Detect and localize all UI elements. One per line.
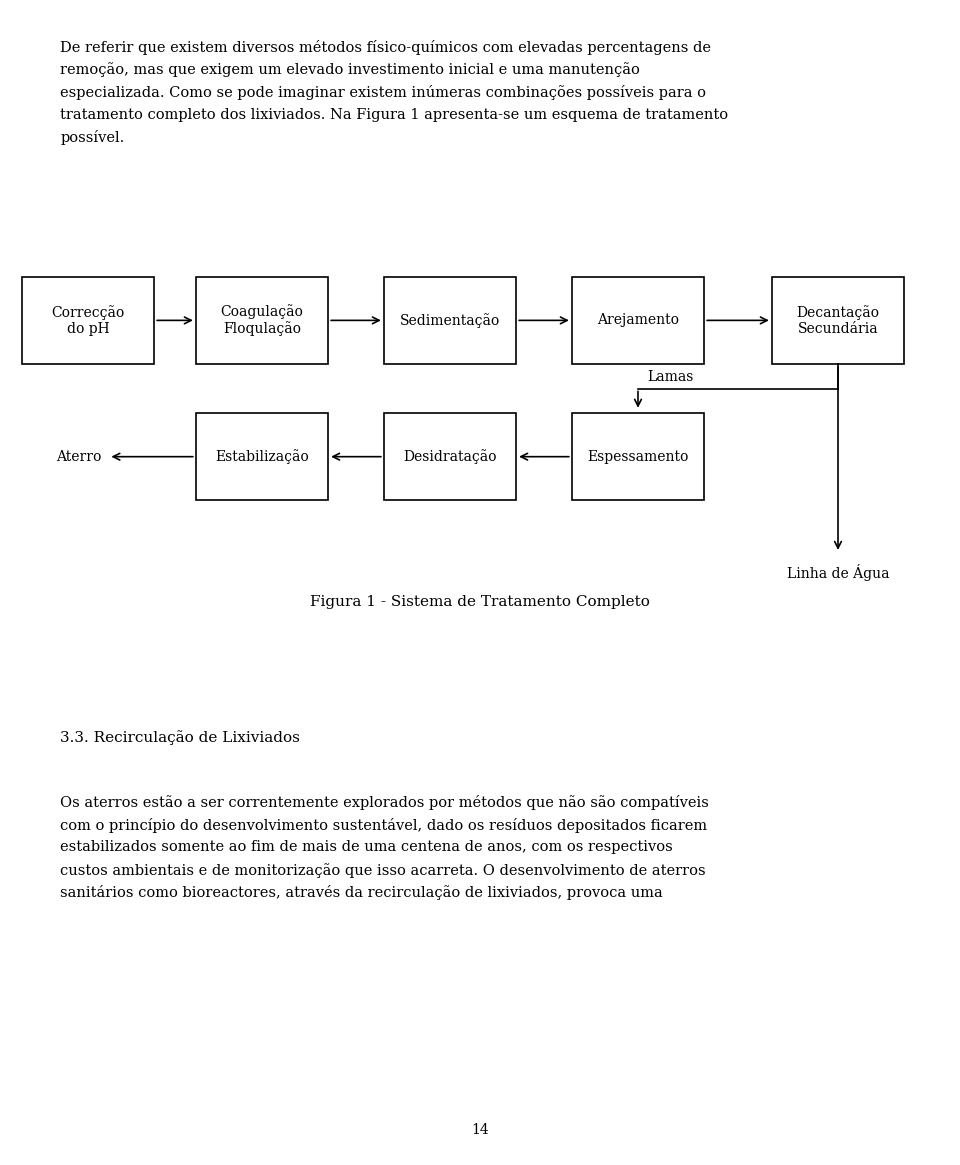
Bar bbox=[572, 414, 705, 501]
Text: Figura 1 - Sistema de Tratamento Completo: Figura 1 - Sistema de Tratamento Complet… bbox=[310, 595, 650, 609]
Text: Sedimentação: Sedimentação bbox=[400, 313, 500, 327]
Text: Aterro: Aterro bbox=[56, 450, 101, 464]
Text: Decantação
Secundária: Decantação Secundária bbox=[797, 305, 879, 336]
Text: Linha de Água: Linha de Água bbox=[787, 565, 889, 581]
Text: tratamento completo dos lixiviados. Na Figura 1 apresenta-se um esquema de trata: tratamento completo dos lixiviados. Na F… bbox=[60, 108, 729, 122]
Text: Lamas: Lamas bbox=[648, 369, 694, 384]
Bar bbox=[572, 277, 705, 363]
Text: estabilizados somente ao fim de mais de uma centena de anos, com os respectivos: estabilizados somente ao fim de mais de … bbox=[60, 840, 673, 854]
Bar bbox=[22, 277, 155, 363]
Bar bbox=[772, 277, 904, 363]
Text: De referir que existem diversos métodos físico-químicos com elevadas percentagen: De referir que existem diversos métodos … bbox=[60, 40, 711, 55]
Text: possível.: possível. bbox=[60, 130, 125, 146]
Text: Desidratação: Desidratação bbox=[403, 450, 496, 464]
Bar bbox=[384, 414, 516, 501]
Text: 14: 14 bbox=[471, 1123, 489, 1137]
Text: especializada. Como se pode imaginar existem inúmeras combinações possíveis para: especializada. Como se pode imaginar exi… bbox=[60, 85, 707, 100]
Text: Estabilização: Estabilização bbox=[215, 450, 309, 464]
Text: custos ambientais e de monitorização que isso acarreta. O desenvolvimento de ate: custos ambientais e de monitorização que… bbox=[60, 863, 707, 877]
Text: Os aterros estão a ser correntemente explorados por métodos que não são compatív: Os aterros estão a ser correntemente exp… bbox=[60, 795, 709, 810]
Text: Coagulação
Floqulação: Coagulação Floqulação bbox=[221, 304, 303, 337]
Bar bbox=[196, 414, 328, 501]
Text: Correcção
do pH: Correcção do pH bbox=[52, 305, 125, 336]
Text: com o princípio do desenvolvimento sustentável, dado os resíduos depositados fic: com o princípio do desenvolvimento suste… bbox=[60, 818, 708, 833]
Text: Arejamento: Arejamento bbox=[597, 313, 679, 327]
Text: remoção, mas que exigem um elevado investimento inicial e uma manutenção: remoção, mas que exigem um elevado inves… bbox=[60, 63, 640, 78]
Text: Espessamento: Espessamento bbox=[588, 450, 688, 464]
Bar bbox=[384, 277, 516, 363]
Bar bbox=[196, 277, 328, 363]
Text: 3.3. Recirculação de Lixiviados: 3.3. Recirculação de Lixiviados bbox=[60, 730, 300, 744]
Text: sanitários como bioreactores, através da recirculação de lixiviados, provoca uma: sanitários como bioreactores, através da… bbox=[60, 885, 663, 901]
